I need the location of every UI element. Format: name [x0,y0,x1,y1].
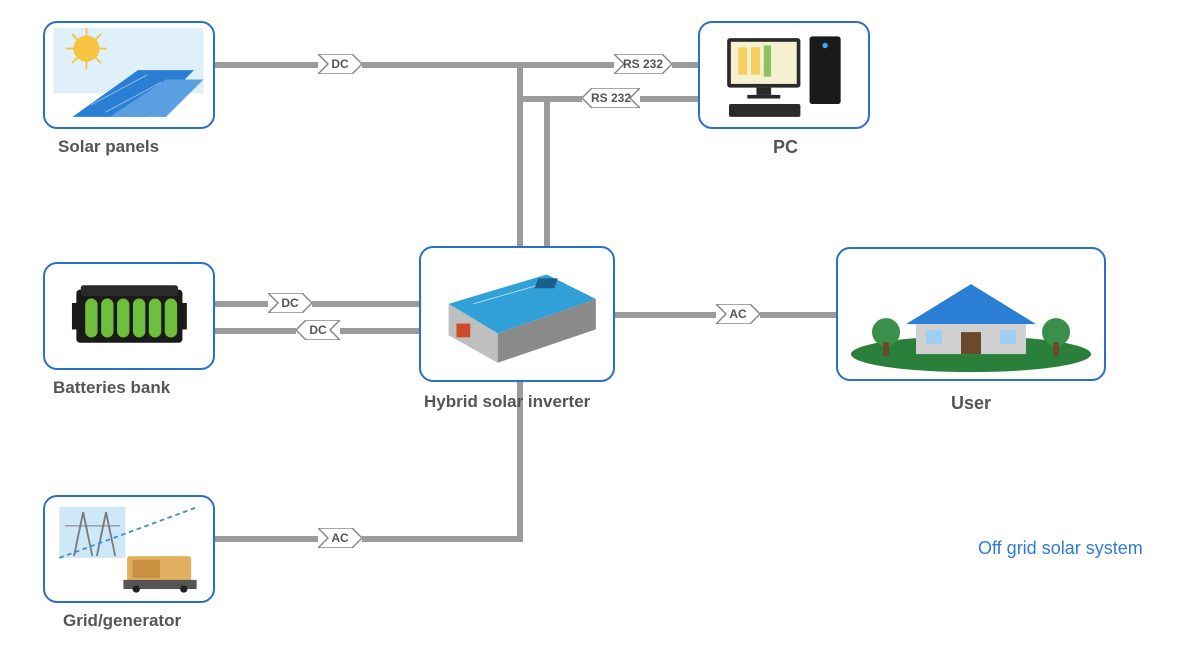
pc-icon [700,23,868,127]
node-label-user: User [951,393,991,414]
flow-tag: DC [268,293,312,313]
node-label-inverter: Hybrid solar inverter [424,392,590,412]
node-solar [43,21,215,129]
node-battery [43,262,215,370]
solar-icon [45,23,213,127]
node-pc [698,21,870,129]
flow-tag: AC [318,528,362,548]
diagram-caption: Off grid solar system [978,538,1143,559]
connector [517,62,523,246]
flow-tag: RS 232 [614,54,672,74]
inverter-icon [421,248,613,380]
grid-icon [45,497,213,601]
node-user [836,247,1106,381]
connector [215,536,523,542]
node-label-solar: Solar panels [58,137,159,157]
connector [544,96,550,246]
node-label-grid: Grid/generator [63,611,181,631]
node-grid [43,495,215,603]
flow-tag: AC [716,304,760,324]
node-label-pc: PC [773,137,798,158]
connector [215,62,523,68]
user-icon [838,249,1104,379]
node-inverter [419,246,615,382]
flow-tag: DC [296,320,340,340]
node-label-battery: Batteries bank [53,378,170,398]
connector [215,301,419,307]
battery-icon [45,264,213,368]
flow-tag: RS 232 [582,88,640,108]
flow-tag: DC [318,54,362,74]
